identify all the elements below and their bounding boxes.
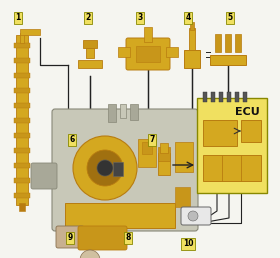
Bar [83,40,97,48]
FancyBboxPatch shape [181,207,211,225]
Text: 4: 4 [185,13,191,22]
Bar [14,103,30,108]
Bar [120,104,126,118]
Bar [219,92,223,102]
Bar [160,143,168,153]
Text: ECU: ECU [235,107,260,117]
Bar [20,33,24,43]
Bar [175,187,190,207]
Bar [14,193,30,198]
Bar [197,98,267,193]
Bar [14,58,30,63]
Bar [175,142,193,172]
Bar [113,162,123,176]
Bar [78,60,102,68]
Bar [203,92,207,102]
Bar [14,163,30,168]
Circle shape [87,150,123,186]
Bar [225,34,231,52]
Bar [118,47,130,57]
Bar [184,50,200,68]
Circle shape [73,136,137,200]
Bar [210,55,246,65]
Bar [14,178,30,183]
Bar [215,34,221,52]
Text: 1: 1 [15,13,21,22]
Text: 10: 10 [183,239,193,248]
Bar [130,104,138,120]
Bar [16,35,28,205]
Bar [241,120,261,142]
Bar [19,203,25,211]
Bar [20,29,40,35]
Bar [158,153,170,175]
Text: 3: 3 [137,13,143,22]
FancyBboxPatch shape [78,226,127,250]
Text: 5: 5 [227,13,233,22]
Bar [138,139,156,167]
Bar [190,22,194,30]
Text: 7: 7 [149,135,155,144]
Bar [108,104,116,122]
Bar [142,142,152,154]
FancyBboxPatch shape [56,226,84,248]
Bar [189,28,195,50]
Bar [235,34,241,52]
Bar [144,27,152,42]
Bar [203,155,261,181]
Bar [166,47,178,57]
Bar [14,88,30,93]
Bar [14,133,30,138]
Text: 9: 9 [67,233,73,243]
Text: 6: 6 [69,135,75,144]
FancyBboxPatch shape [31,163,57,189]
Bar [14,43,30,48]
Bar [14,148,30,153]
FancyBboxPatch shape [126,38,170,70]
Bar [211,92,215,102]
Circle shape [97,160,113,176]
Bar [14,73,30,78]
Circle shape [188,211,198,221]
Bar [65,203,175,228]
Bar [235,92,239,102]
Bar [14,118,30,123]
Bar [158,147,170,161]
Text: 2: 2 [85,13,91,22]
Circle shape [80,250,100,258]
Bar [136,46,160,62]
Bar [243,92,247,102]
Bar [227,92,231,102]
FancyBboxPatch shape [52,109,198,231]
Bar [86,48,94,58]
Text: 8: 8 [125,233,131,243]
Bar [203,120,237,146]
